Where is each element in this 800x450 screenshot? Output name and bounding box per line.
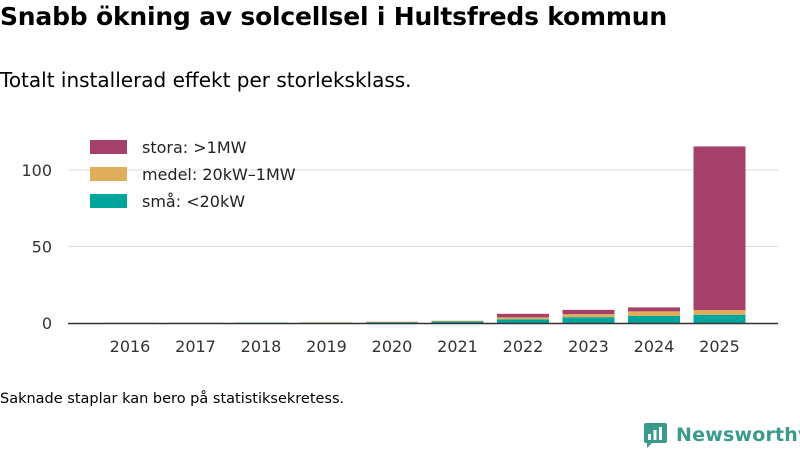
bar-segment xyxy=(628,307,680,312)
bar-segment xyxy=(693,146,746,311)
x-tick-label: 2018 xyxy=(241,337,282,356)
bar-segment xyxy=(562,309,615,315)
legend: stora: >1MW medel: 20kW–1MW små: <20kW xyxy=(90,138,296,211)
bar-segment xyxy=(366,322,418,323)
legend-label: små: <20kW xyxy=(142,192,245,211)
footnote: Saknade staplar kan bero på statistiksek… xyxy=(0,391,345,407)
bar-segment xyxy=(366,321,418,323)
x-tick-label: 2025 xyxy=(699,337,740,356)
legend-swatch xyxy=(90,167,127,181)
x-tick-label: 2017 xyxy=(175,337,216,356)
x-tick-label: 2024 xyxy=(634,337,675,356)
brand-name: Newsworthy xyxy=(676,424,800,446)
legend-swatch xyxy=(90,140,127,154)
x-tick-label: 2020 xyxy=(372,337,413,356)
legend-swatch xyxy=(90,194,127,208)
bar-segment xyxy=(693,310,746,315)
x-axis-tick-labels: 2016 2017 2018 2019 2020 2021 2022 2023 2024 2025 xyxy=(110,337,740,356)
y-tick-label: 100 xyxy=(21,161,52,180)
y-tick-label: 0 xyxy=(42,314,52,333)
bar-segment xyxy=(562,314,615,318)
chart-subtitle: Totalt installerad effekt per storlekskl… xyxy=(0,68,412,92)
x-tick-label: 2021 xyxy=(437,337,478,356)
bar-segment xyxy=(497,317,549,320)
chart-title: Snabb ökning av solcellsel i Hultsfreds … xyxy=(0,2,667,31)
bar-segment xyxy=(497,313,549,318)
bar-segment xyxy=(562,317,615,323)
bar-segment xyxy=(693,314,746,323)
bar-segment xyxy=(497,319,549,323)
x-tick-label: 2019 xyxy=(306,337,347,356)
bar-segment xyxy=(431,321,484,323)
bar-segment xyxy=(300,322,353,323)
y-axis-tick-labels: 0 50 100 xyxy=(21,161,52,333)
bars xyxy=(104,146,746,324)
x-tick-label: 2022 xyxy=(503,337,544,356)
newsworthy-chart-icon xyxy=(644,422,667,448)
newsworthy-logo[interactable]: Newsworthy xyxy=(643,420,800,450)
legend-label: medel: 20kW–1MW xyxy=(142,165,296,184)
x-tick-label: 2023 xyxy=(568,337,609,356)
bar-segment xyxy=(628,311,680,316)
bar-segment xyxy=(431,320,484,322)
x-tick-label: 2016 xyxy=(110,337,151,356)
bar-segment xyxy=(628,315,680,323)
gridlines xyxy=(68,169,778,247)
legend-label: stora: >1MW xyxy=(142,138,247,157)
y-tick-label: 50 xyxy=(32,238,52,257)
